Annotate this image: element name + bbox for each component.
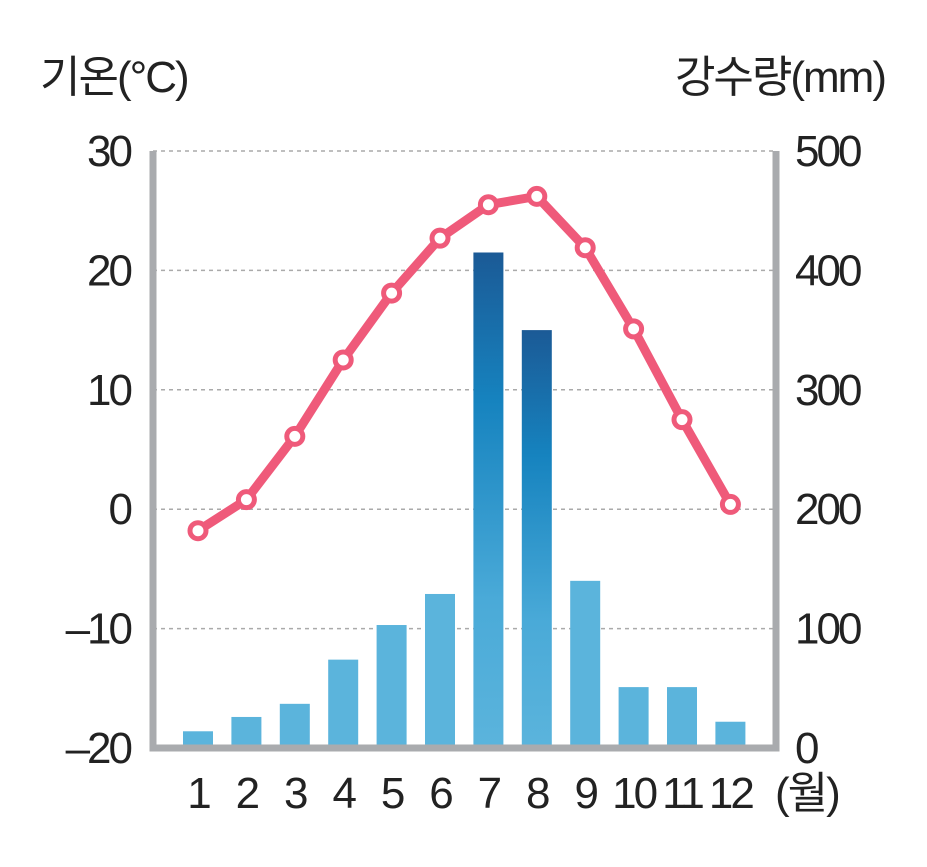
x-tick-label: 7 <box>478 769 501 818</box>
left-tick-label: 10 <box>87 366 131 415</box>
temperature-point <box>719 493 741 515</box>
x-tick-label: 10 <box>612 769 656 818</box>
precip-bar <box>667 687 697 748</box>
x-axis-label: (월) <box>775 769 839 818</box>
precip-bar <box>425 593 455 748</box>
temperature-point <box>284 425 306 447</box>
precip-bar <box>715 721 746 748</box>
x-tick-label: 11 <box>662 769 703 818</box>
precip-bar <box>618 687 649 748</box>
x-tick-label: 5 <box>381 769 404 818</box>
right-tick-label: 500 <box>795 127 861 176</box>
temperature-point <box>477 194 499 216</box>
right-tick-label: 200 <box>795 485 861 534</box>
temperature-point <box>526 185 548 207</box>
precip-bar <box>231 716 262 748</box>
left-tick-label: 20 <box>87 246 131 295</box>
right-tick-label: 400 <box>795 246 861 295</box>
x-tick-label: 3 <box>284 769 307 818</box>
precip-bar <box>570 580 601 748</box>
x-tick-label: 8 <box>526 769 549 818</box>
temperature-point <box>574 237 596 259</box>
right-tick-label: 0 <box>795 724 818 773</box>
left-tick-label: –20 <box>66 724 132 773</box>
axis-frame <box>149 151 780 752</box>
x-tick-label: 6 <box>429 769 452 818</box>
x-tick-label: 1 <box>187 769 210 818</box>
temperature-point <box>429 227 451 249</box>
left-tick-label: –10 <box>66 605 132 654</box>
x-tick-label: 2 <box>236 769 259 818</box>
x-tick-label: 4 <box>332 769 356 818</box>
right-axis-label: 강수량(mm) <box>675 53 885 102</box>
right-tick-label: 300 <box>795 366 861 415</box>
left-axis-label: 기온(°C) <box>40 53 188 102</box>
temperature-point <box>187 520 209 542</box>
precip-bar <box>376 625 407 748</box>
temperature-point <box>623 318 645 340</box>
left-tick-label: 0 <box>109 485 132 534</box>
precip-bar <box>328 659 359 748</box>
temperature-line <box>195 191 735 535</box>
left-tick-label: 30 <box>87 127 131 176</box>
x-tick-label: 12 <box>709 769 753 818</box>
temperature-point <box>671 409 693 431</box>
precip-bar <box>473 252 504 749</box>
x-tick-label: 9 <box>574 769 597 818</box>
precip-bar <box>521 330 552 748</box>
temperature-point <box>235 489 257 511</box>
temperature-point <box>332 349 354 371</box>
right-tick-label: 100 <box>795 605 861 654</box>
precip-bar <box>183 731 213 748</box>
precip-bar <box>279 703 310 748</box>
temperature-point <box>381 282 403 304</box>
